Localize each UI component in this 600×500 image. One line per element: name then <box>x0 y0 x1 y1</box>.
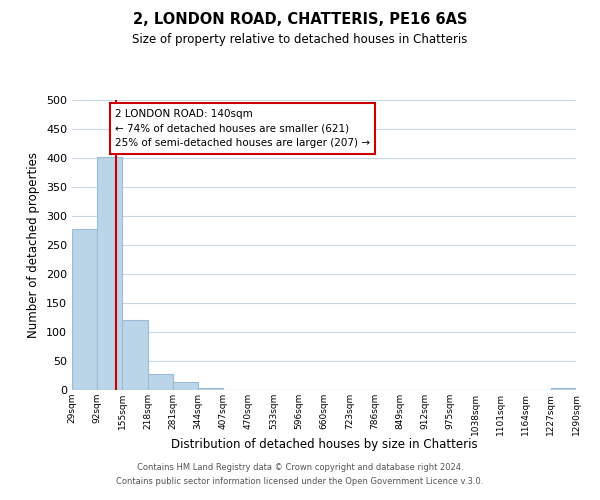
Bar <box>551 388 576 390</box>
Y-axis label: Number of detached properties: Number of detached properties <box>28 152 40 338</box>
Text: Contains public sector information licensed under the Open Government Licence v.: Contains public sector information licen… <box>116 477 484 486</box>
X-axis label: Distribution of detached houses by size in Chatteris: Distribution of detached houses by size … <box>170 438 478 450</box>
Text: 2, LONDON ROAD, CHATTERIS, PE16 6AS: 2, LONDON ROAD, CHATTERIS, PE16 6AS <box>133 12 467 28</box>
Bar <box>173 382 198 390</box>
Bar <box>148 374 173 390</box>
Bar <box>72 230 97 390</box>
Text: 2 LONDON ROAD: 140sqm
← 74% of detached houses are smaller (621)
25% of semi-det: 2 LONDON ROAD: 140sqm ← 74% of detached … <box>115 108 370 148</box>
Text: Contains HM Land Registry data © Crown copyright and database right 2024.: Contains HM Land Registry data © Crown c… <box>137 464 463 472</box>
Text: Size of property relative to detached houses in Chatteris: Size of property relative to detached ho… <box>133 32 467 46</box>
Bar <box>97 158 122 390</box>
Bar <box>198 388 223 390</box>
Bar <box>122 320 148 390</box>
